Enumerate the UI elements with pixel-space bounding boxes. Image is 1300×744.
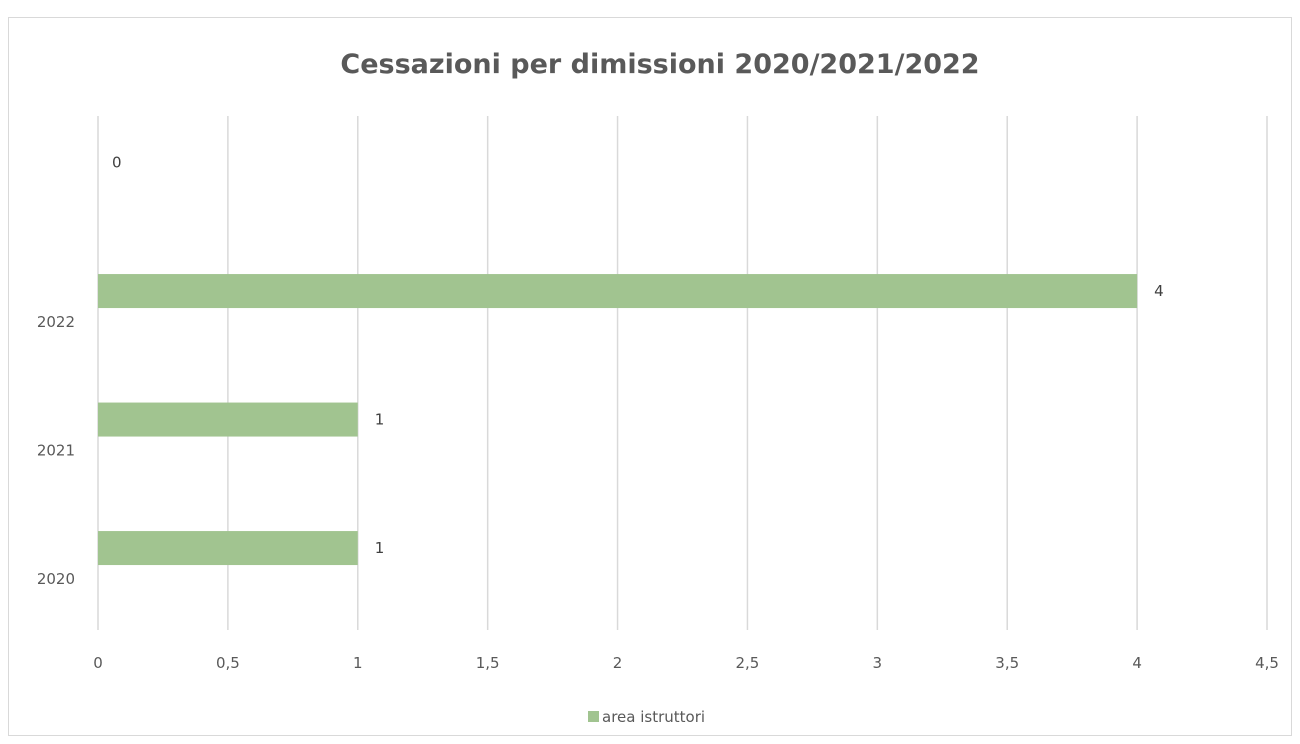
x-tick-label: 3	[873, 654, 883, 672]
data-label: 0	[112, 154, 122, 172]
y-tick-label: 2021	[37, 442, 75, 460]
y-tick-label: 2022	[37, 313, 75, 331]
chart-area	[8, 17, 1292, 736]
bar	[98, 274, 1138, 309]
chart-title: Cessazioni per dimissioni 2020/2021/2022	[340, 49, 979, 80]
data-labels: 1 1 4 0	[112, 154, 1164, 558]
x-tick-label: 4	[1132, 654, 1142, 672]
legend-swatch	[588, 711, 599, 722]
y-tick-label: 2020	[37, 570, 75, 588]
x-tick-label: 1	[353, 654, 363, 672]
bar	[98, 531, 358, 566]
x-tick-label: 4,5	[1255, 654, 1279, 672]
data-label: 4	[1154, 282, 1164, 300]
legend: area istruttori	[588, 708, 705, 726]
x-tick-label: 3,5	[995, 654, 1019, 672]
y-axis-ticks: 2020 2021 2022	[37, 313, 75, 588]
x-axis-ticks: 0 0,5 1 1,5 2 2,5 3 3,5 4 4,5	[93, 654, 1279, 672]
data-label: 1	[375, 539, 385, 557]
x-tick-label: 0,5	[216, 654, 240, 672]
data-label: 1	[375, 411, 385, 429]
legend-label: area istruttori	[602, 708, 705, 726]
bars	[98, 274, 1138, 566]
x-tick-label: 2,5	[736, 654, 760, 672]
x-tick-label: 2	[613, 654, 623, 672]
x-tick-label: 1,5	[476, 654, 500, 672]
bar	[98, 402, 358, 437]
x-tick-label: 0	[93, 654, 103, 672]
